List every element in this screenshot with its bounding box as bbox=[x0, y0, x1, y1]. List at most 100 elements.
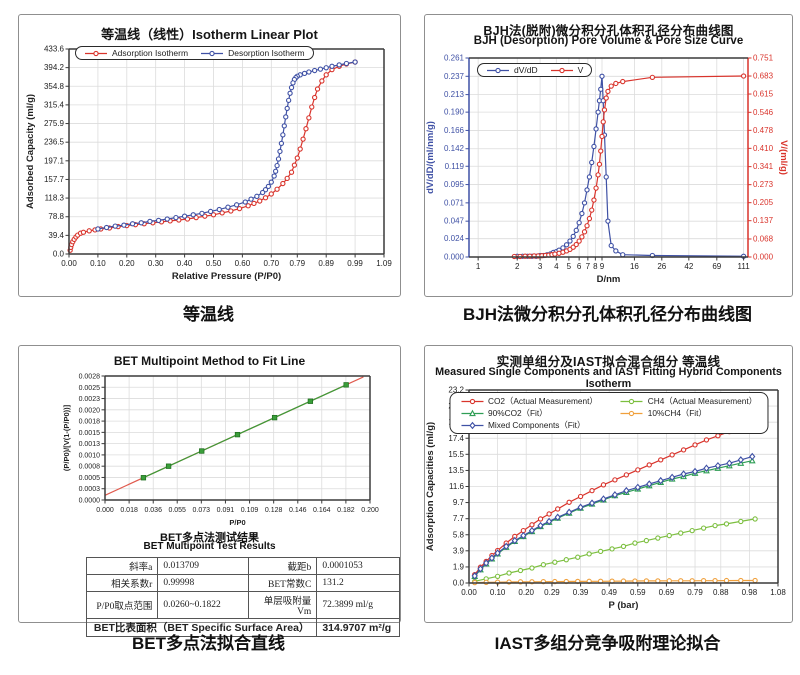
svg-text:Relative Pressure (P/P0): Relative Pressure (P/P0) bbox=[172, 271, 281, 282]
svg-text:V/(ml/g): V/(ml/g) bbox=[778, 140, 789, 175]
svg-text:0.478: 0.478 bbox=[753, 126, 774, 135]
svg-text:0.39: 0.39 bbox=[573, 588, 589, 597]
svg-text:197.1: 197.1 bbox=[44, 156, 65, 165]
table-row: 斜率a 0.013709 截距b 0.0001053 bbox=[85, 557, 400, 575]
svg-text:0.109: 0.109 bbox=[241, 507, 259, 514]
svg-text:69: 69 bbox=[712, 262, 721, 271]
svg-text:5.8: 5.8 bbox=[453, 530, 465, 539]
svg-text:0.0010: 0.0010 bbox=[79, 452, 101, 459]
svg-text:Adsorbed Capacity (ml/g): Adsorbed Capacity (ml/g) bbox=[25, 94, 36, 209]
svg-text:7.7: 7.7 bbox=[453, 514, 465, 523]
bjh-legend: dV/dD V bbox=[477, 63, 593, 77]
svg-text:0.273: 0.273 bbox=[753, 180, 774, 189]
svg-text:0.0020: 0.0020 bbox=[79, 407, 101, 414]
svg-text:0.751: 0.751 bbox=[753, 54, 774, 63]
svg-text:13.5: 13.5 bbox=[448, 466, 464, 475]
svg-text:0.0: 0.0 bbox=[453, 579, 465, 588]
svg-text:0.142: 0.142 bbox=[444, 144, 465, 153]
bet-range-label: P/P0取点范围 bbox=[85, 591, 159, 619]
svg-text:42: 42 bbox=[684, 262, 693, 271]
svg-text:0.0000: 0.0000 bbox=[79, 498, 101, 505]
svg-text:1.09: 1.09 bbox=[376, 259, 392, 268]
svg-text:0.237: 0.237 bbox=[444, 72, 465, 81]
svg-text:0.190: 0.190 bbox=[444, 108, 465, 117]
svg-text:0.000: 0.000 bbox=[444, 253, 465, 262]
table-row: P/P0取点范围 0.0260~0.1822 单层吸附量Vm 72.3899 m… bbox=[85, 591, 400, 619]
svg-text:0.068: 0.068 bbox=[753, 234, 774, 243]
svg-text:2: 2 bbox=[515, 262, 520, 271]
svg-text:0.79: 0.79 bbox=[687, 588, 703, 597]
bet-c-label: BET常数C bbox=[248, 574, 318, 592]
svg-text:111: 111 bbox=[738, 262, 751, 271]
svg-text:0.29: 0.29 bbox=[544, 588, 560, 597]
isotherm-legend: Adsorption Isotherm Desorption Isotherm bbox=[75, 46, 314, 60]
legend-item: 10%CH4（Fit） bbox=[620, 407, 757, 419]
iast-panel: 实测单组分及IAST拟合混合组分 等温线 Measured Single Com… bbox=[424, 345, 793, 623]
svg-text:0.59: 0.59 bbox=[630, 588, 646, 597]
svg-text:275.9: 275.9 bbox=[44, 119, 65, 128]
svg-text:0.119: 0.119 bbox=[445, 162, 465, 171]
svg-text:0.0: 0.0 bbox=[53, 250, 65, 259]
svg-text:11.6: 11.6 bbox=[449, 482, 465, 491]
svg-text:0.091: 0.091 bbox=[217, 507, 235, 514]
svg-text:0.20: 0.20 bbox=[518, 588, 534, 597]
svg-text:0.0008: 0.0008 bbox=[79, 464, 101, 471]
iast-chart: 0.00 0.10 0.20 0.29 0.39 0.49 0.59 0.69 0.79 0.88… bbox=[425, 386, 786, 612]
svg-text:315.4: 315.4 bbox=[44, 100, 65, 109]
svg-text:0.0003: 0.0003 bbox=[79, 486, 101, 493]
isotherm-chart: 0.00 0.10 0.20 0.30 0.40 0.50 0.60 0.70 0.79 0.89… bbox=[25, 45, 392, 283]
svg-text:0.047: 0.047 bbox=[444, 217, 465, 226]
legend-item: 90%CO2（Fit） bbox=[460, 407, 598, 419]
table-row: 相关系数r 0.99998 BET常数C 131.2 bbox=[85, 574, 400, 592]
svg-text:0.10: 0.10 bbox=[90, 259, 106, 268]
svg-text:0.0013: 0.0013 bbox=[79, 441, 101, 448]
svg-text:0.0023: 0.0023 bbox=[79, 396, 101, 403]
svg-text:0.00: 0.00 bbox=[61, 259, 77, 268]
svg-text:0.30: 0.30 bbox=[148, 259, 164, 268]
bet-intercept-value: 0.0001053 bbox=[316, 557, 400, 575]
svg-text:0.095: 0.095 bbox=[444, 180, 465, 189]
bet-slope-label: 斜率a bbox=[85, 557, 159, 575]
svg-text:0.166: 0.166 bbox=[444, 126, 465, 135]
bet-title: BET Multipoint Method to Fit Line bbox=[113, 354, 306, 368]
svg-text:0.071: 0.071 bbox=[444, 198, 465, 207]
svg-text:0.79: 0.79 bbox=[290, 259, 306, 268]
svg-text:236.5: 236.5 bbox=[44, 138, 65, 147]
bet-panel: BET Multipoint Method to Fit Line 0.000 0… bbox=[18, 345, 401, 637]
bet-surface-area-value: 314.9707 m²/g bbox=[316, 618, 400, 637]
svg-text:0.615: 0.615 bbox=[753, 90, 774, 99]
bjh-title-zh: BJH法(脱附)微分积分孔体积孔径分布曲线图 bbox=[483, 24, 734, 38]
svg-text:0.88: 0.88 bbox=[713, 588, 729, 597]
svg-text:4: 4 bbox=[554, 262, 559, 271]
svg-text:0.213: 0.213 bbox=[444, 90, 465, 99]
svg-text:118.3: 118.3 bbox=[45, 194, 65, 203]
bet-chart: 0.000 0.018 0.036 0.055 0.073 0.091 0.109 0.128… bbox=[62, 374, 379, 527]
svg-text:0.128: 0.128 bbox=[265, 507, 283, 514]
svg-text:0.10: 0.10 bbox=[490, 588, 506, 597]
svg-text:P/P0: P/P0 bbox=[229, 518, 245, 526]
bjh-panel: BJH法(脱附)微分积分孔体积孔径分布曲线图 BJH (Desorption) … bbox=[424, 14, 793, 297]
svg-text:39.4: 39.4 bbox=[48, 231, 64, 240]
legend-item: CO2（Actual Measurement） bbox=[460, 395, 598, 407]
bet-vm-value: 72.3899 ml/g bbox=[316, 591, 400, 619]
legend-item: Mixed Components（Fit） bbox=[460, 419, 598, 431]
bet-vm-label: 单层吸附量Vm bbox=[248, 591, 318, 619]
svg-text:0.205: 0.205 bbox=[753, 198, 774, 207]
svg-text:157.7: 157.7 bbox=[44, 175, 65, 184]
svg-text:0.99: 0.99 bbox=[347, 259, 363, 268]
bet-slope-value: 0.013709 bbox=[157, 557, 250, 575]
svg-text:0.98: 0.98 bbox=[742, 588, 758, 597]
svg-text:1.08: 1.08 bbox=[770, 588, 786, 597]
svg-text:0.410: 0.410 bbox=[753, 144, 774, 153]
svg-text:D/nm: D/nm bbox=[597, 274, 621, 285]
svg-text:9.7: 9.7 bbox=[453, 498, 465, 507]
legend-item: dV/dD bbox=[486, 65, 538, 75]
svg-text:354.8: 354.8 bbox=[44, 82, 65, 91]
legend-item: Adsorption Isotherm bbox=[84, 48, 188, 58]
svg-text:7: 7 bbox=[586, 262, 591, 271]
svg-text:0.000: 0.000 bbox=[96, 507, 114, 514]
svg-text:0.49: 0.49 bbox=[601, 588, 617, 597]
iast-caption: IAST多组分竞争吸附理论拟合 bbox=[494, 634, 721, 653]
isotherm-panel: 等温线（线性）Isotherm Linear Plot 0.00 0.10 0.20… bbox=[18, 14, 401, 297]
